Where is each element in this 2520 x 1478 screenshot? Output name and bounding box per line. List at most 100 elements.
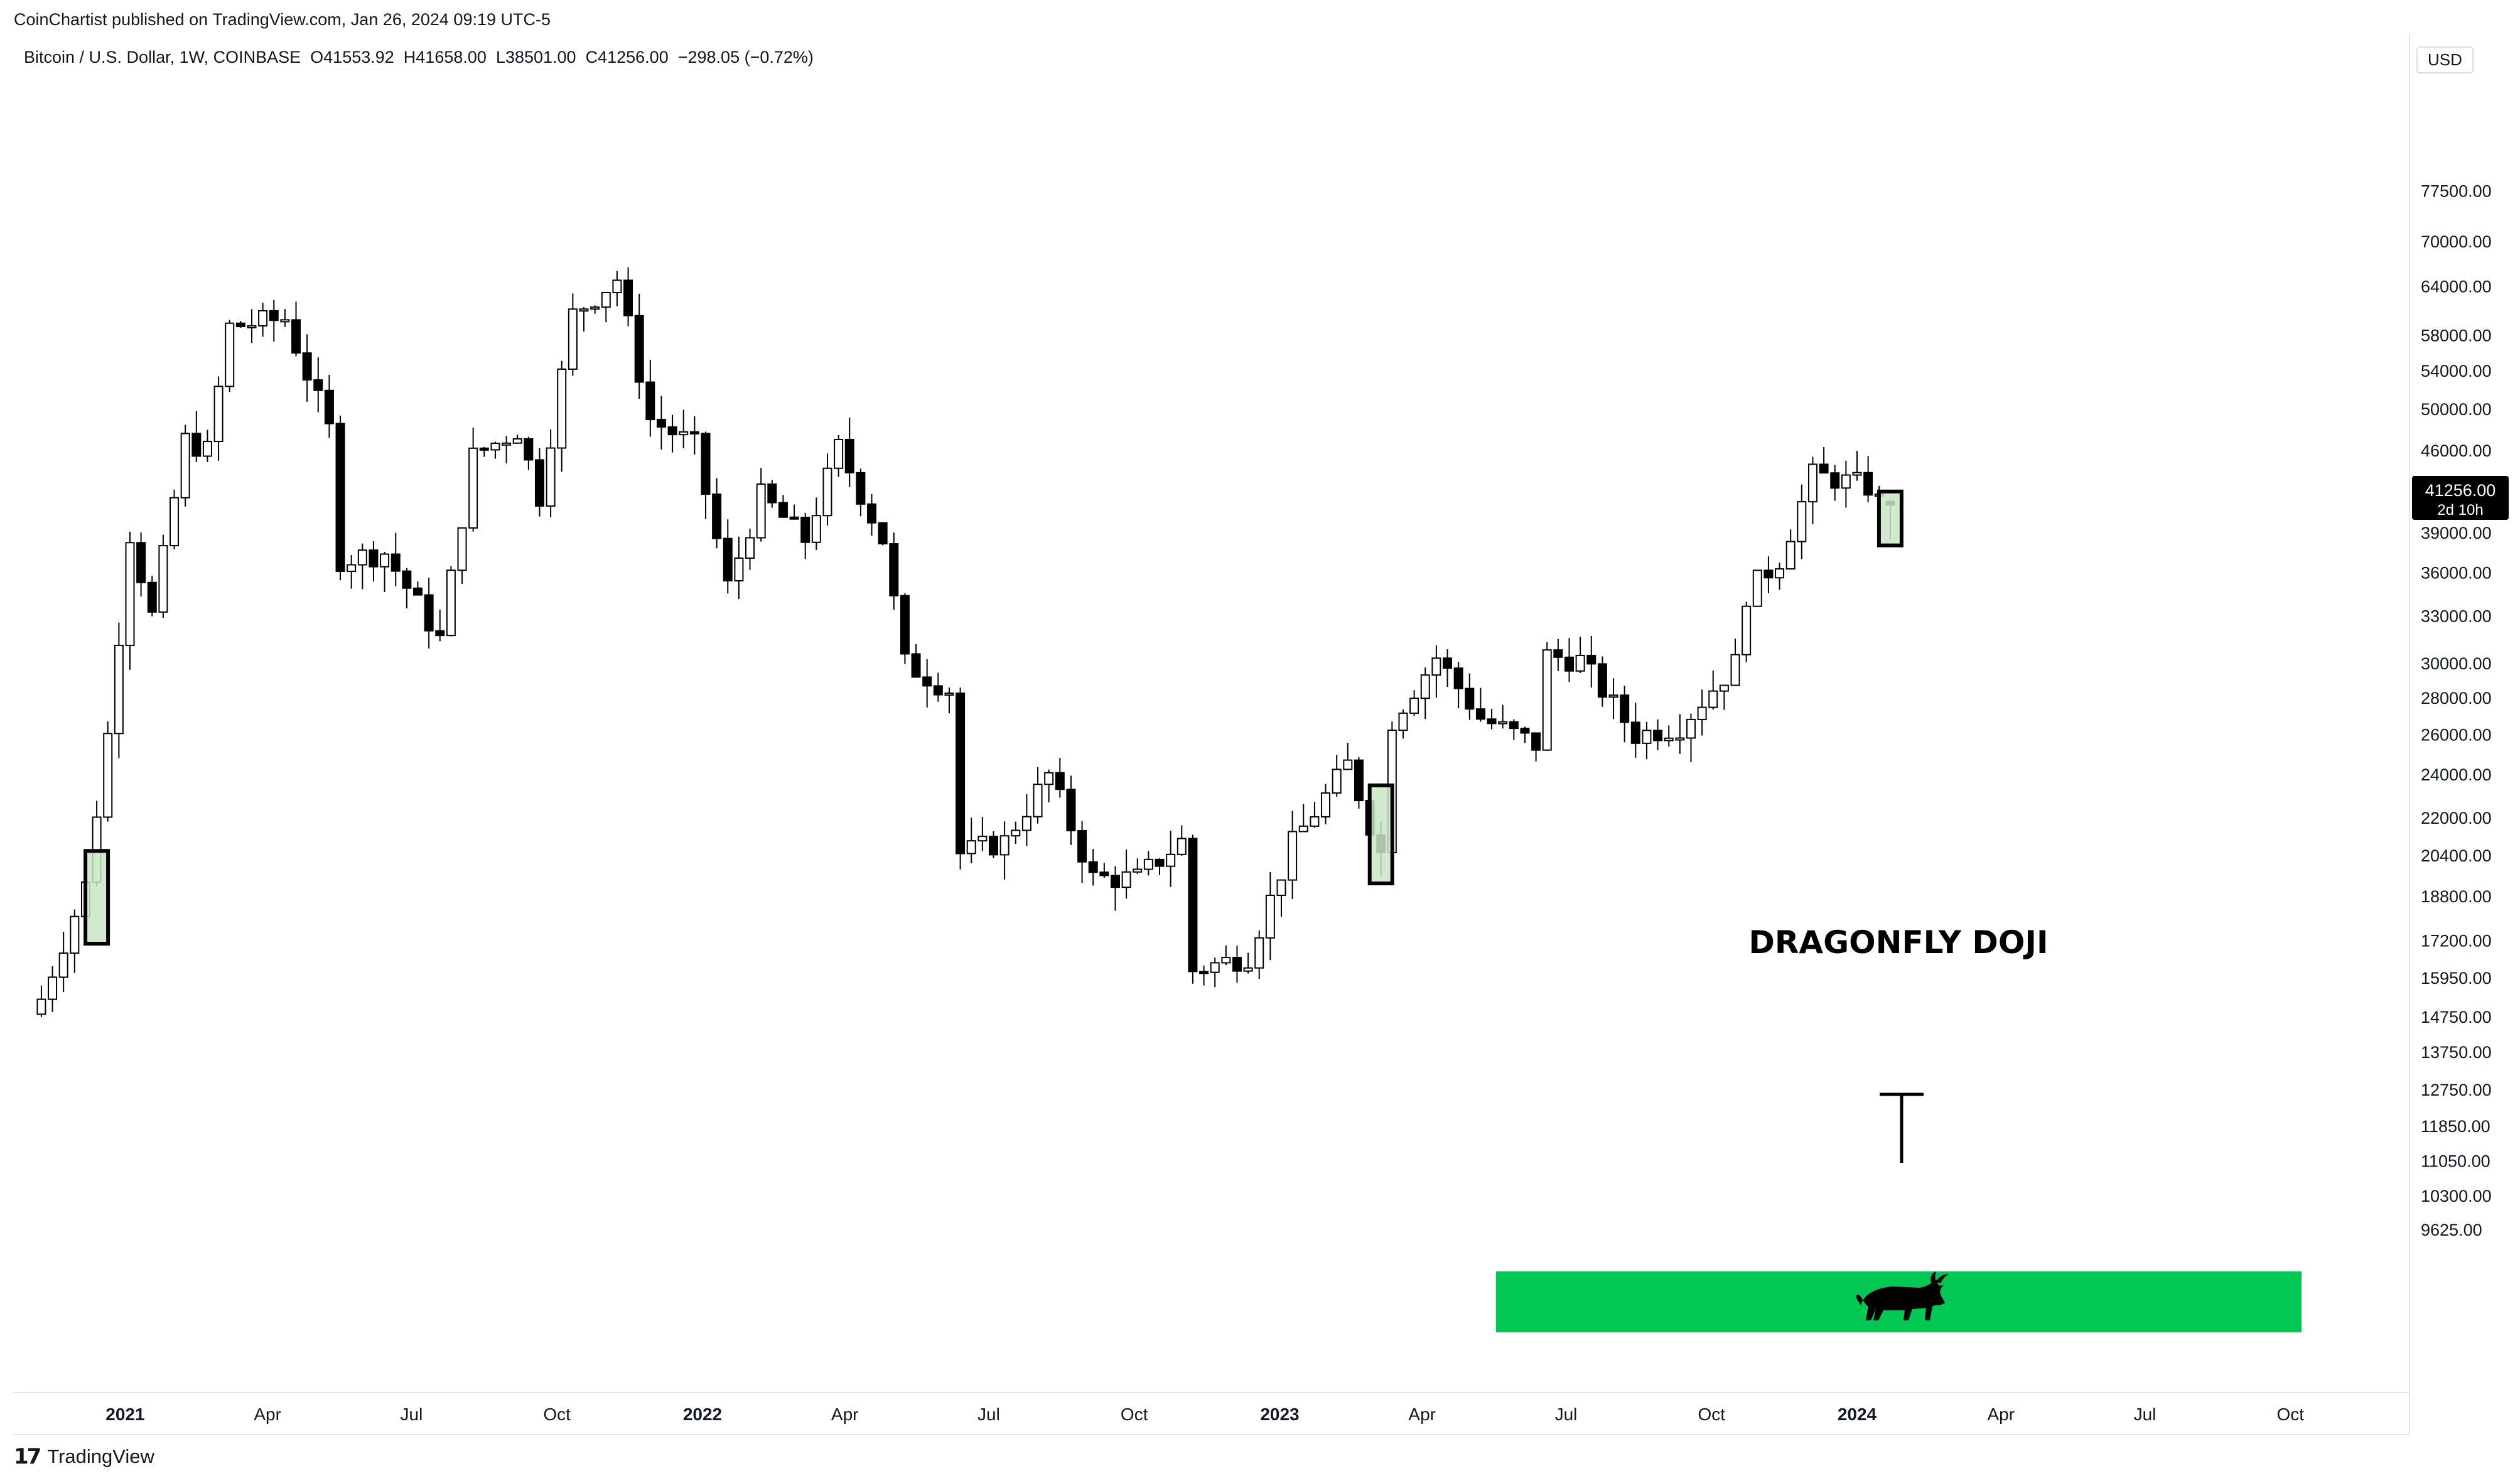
last-price-box xyxy=(2412,476,2509,520)
time-tick-1: Apr xyxy=(254,1405,281,1424)
doji-highlight-box-1 xyxy=(83,849,110,946)
price-tick-23: 11050.00 xyxy=(2421,1152,2490,1170)
candle xyxy=(1675,737,1685,741)
candle xyxy=(844,439,854,473)
time-tick-5: Apr xyxy=(831,1405,859,1424)
candle xyxy=(1841,474,1851,489)
candle xyxy=(1785,541,1796,570)
price-axis[interactable]: 77500.00 70000.00 64000.00 58000.00 54000.00… xyxy=(2421,181,2492,1239)
candle xyxy=(534,459,544,507)
doji-glyph xyxy=(1880,1092,1924,1163)
time-tick-11: Oct xyxy=(1698,1405,1725,1424)
candle xyxy=(1110,875,1120,888)
ohlc-low: L38501.00 xyxy=(495,48,576,67)
candle xyxy=(1653,730,1663,742)
candle xyxy=(380,553,390,568)
candle xyxy=(1420,674,1430,699)
candle xyxy=(1354,759,1364,802)
candle xyxy=(235,322,245,328)
symbol-name[interactable]: Bitcoin / U.S. Dollar, 1W, COINBASE xyxy=(24,48,301,67)
time-tick-12: 2024 xyxy=(1838,1405,1877,1424)
candle xyxy=(1797,501,1807,542)
candle xyxy=(347,564,357,572)
candle xyxy=(1830,472,1840,489)
candle xyxy=(546,447,556,507)
highlight-boxes xyxy=(83,489,1903,946)
candle xyxy=(1199,971,1209,974)
candle xyxy=(623,279,633,316)
candle xyxy=(1188,838,1198,973)
candle xyxy=(1121,871,1131,888)
time-tick-6: Jul xyxy=(977,1405,1000,1424)
price-tick-13: 24000.00 xyxy=(2421,765,2492,784)
candle xyxy=(479,447,489,451)
candle xyxy=(70,915,80,954)
candle xyxy=(413,587,423,596)
price-tick-19: 14750.00 xyxy=(2421,1008,2492,1027)
tradingview-logo[interactable]: 17 TradingView xyxy=(14,1444,154,1469)
time-tick-0: 2021 xyxy=(105,1405,144,1424)
candle xyxy=(944,693,954,696)
candle xyxy=(1155,858,1165,867)
candle xyxy=(48,976,58,1000)
time-tick-14: Jul xyxy=(2134,1405,2157,1424)
candle xyxy=(136,542,146,583)
time-axis[interactable]: 2021 Apr Jul Oct 2022 Apr Jul Oct 2023 Apr Jul Oct 2… xyxy=(105,1405,2304,1424)
candle xyxy=(1542,649,1552,751)
candle xyxy=(1597,663,1607,698)
price-tick-16: 18800.00 xyxy=(2421,887,2492,906)
price-tick-4: 54000.00 xyxy=(2421,362,2492,380)
candle xyxy=(435,630,445,637)
candle xyxy=(147,581,157,613)
candle xyxy=(170,497,180,547)
candle xyxy=(1210,962,1220,973)
candle xyxy=(1298,825,1308,833)
candle xyxy=(1066,789,1076,832)
last-price-label: 41256.00 2d 10h xyxy=(2412,476,2509,520)
candle xyxy=(656,419,666,428)
ohlc-change: −298.05 (−0.72%) xyxy=(677,48,814,67)
bull-zone xyxy=(1496,1271,2302,1332)
candle xyxy=(1332,769,1342,794)
candle xyxy=(502,442,512,446)
candle xyxy=(778,502,788,518)
candle xyxy=(1143,858,1153,870)
candle xyxy=(1719,684,1729,692)
time-tick-13: Apr xyxy=(1987,1405,2015,1424)
candle xyxy=(1177,838,1187,855)
price-tick-15: 20400.00 xyxy=(2421,846,2492,865)
candle xyxy=(258,310,268,326)
candle xyxy=(280,319,290,323)
tradingview-logo-icon: 17 xyxy=(14,1444,41,1469)
ohlc-open: O41553.92 xyxy=(310,48,394,67)
bull-icon xyxy=(1856,1271,1949,1320)
publisher-line: CoinChartist published on TradingView.co… xyxy=(14,10,551,29)
candle xyxy=(1763,569,1774,579)
candle xyxy=(512,438,522,444)
candle xyxy=(125,542,135,646)
candle xyxy=(634,315,644,383)
candle xyxy=(58,952,68,978)
price-tick-22: 11850.00 xyxy=(2421,1117,2490,1136)
doji-highlight-box-3 xyxy=(1877,489,1903,548)
candle xyxy=(1243,967,1253,972)
candle xyxy=(302,352,312,381)
candle xyxy=(723,537,733,582)
price-tick-12: 26000.00 xyxy=(2421,726,2492,745)
price-tick-2: 64000.00 xyxy=(2421,277,2492,296)
candle xyxy=(446,569,456,637)
candle xyxy=(1742,605,1752,655)
candle xyxy=(180,433,190,499)
candle xyxy=(1775,568,1785,579)
candle xyxy=(1531,732,1541,751)
candle xyxy=(1730,654,1740,686)
currency-button[interactable]: USD xyxy=(2416,46,2474,73)
time-tick-2: Jul xyxy=(401,1405,423,1424)
candle xyxy=(1852,472,1862,476)
time-tick-15: Oct xyxy=(2276,1405,2304,1424)
candle xyxy=(524,438,534,461)
candle xyxy=(1265,895,1275,939)
price-tick-18: 15950.00 xyxy=(2421,969,2492,988)
candle xyxy=(734,557,744,582)
